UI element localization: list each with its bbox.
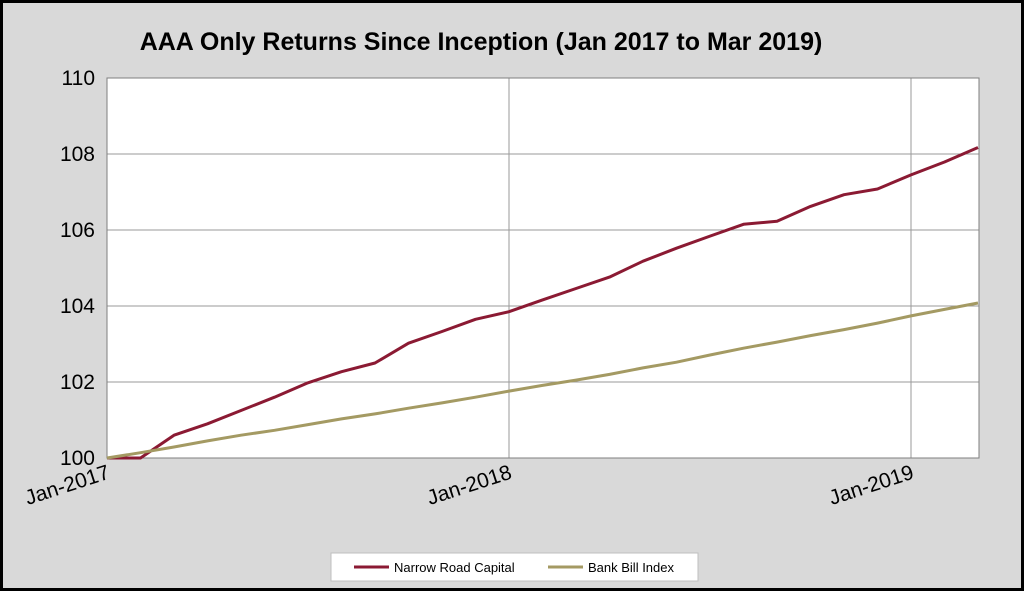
y-tick-label: 100 [60,447,95,470]
legend: Narrow Road Capital Bank Bill Index [330,552,699,582]
series-line-bank-bill-index [106,301,979,460]
y-tick-label: 110 [62,67,95,90]
y-axis-ticks: 100 102 104 106 108 110 [60,67,95,470]
plot-border [106,77,980,459]
x-axis-ticks: Jan-2017 Jan-2018 Jan-2019 [22,461,916,510]
legend-label-bank-bill-index: Bank Bill Index [588,560,674,575]
y-tick-label: 102 [60,371,95,394]
x-tick-label: Jan-2018 [424,461,514,510]
plot-area [107,78,979,458]
y-tick-label: 108 [60,143,95,166]
series-line-narrow-road-capital [107,146,979,460]
legend-label-narrow-road-capital: Narrow Road Capital [394,560,515,575]
y-tick-label: 104 [60,295,95,318]
chart-title: AAA Only Returns Since Inception (Jan 20… [140,28,823,56]
line-chart: AAA Only Returns Since Inception (Jan 20… [22,28,980,582]
y-tick-label: 106 [60,219,95,242]
x-tick-label: Jan-2019 [826,461,916,510]
legend-box [330,552,699,582]
series-lines [106,146,979,460]
